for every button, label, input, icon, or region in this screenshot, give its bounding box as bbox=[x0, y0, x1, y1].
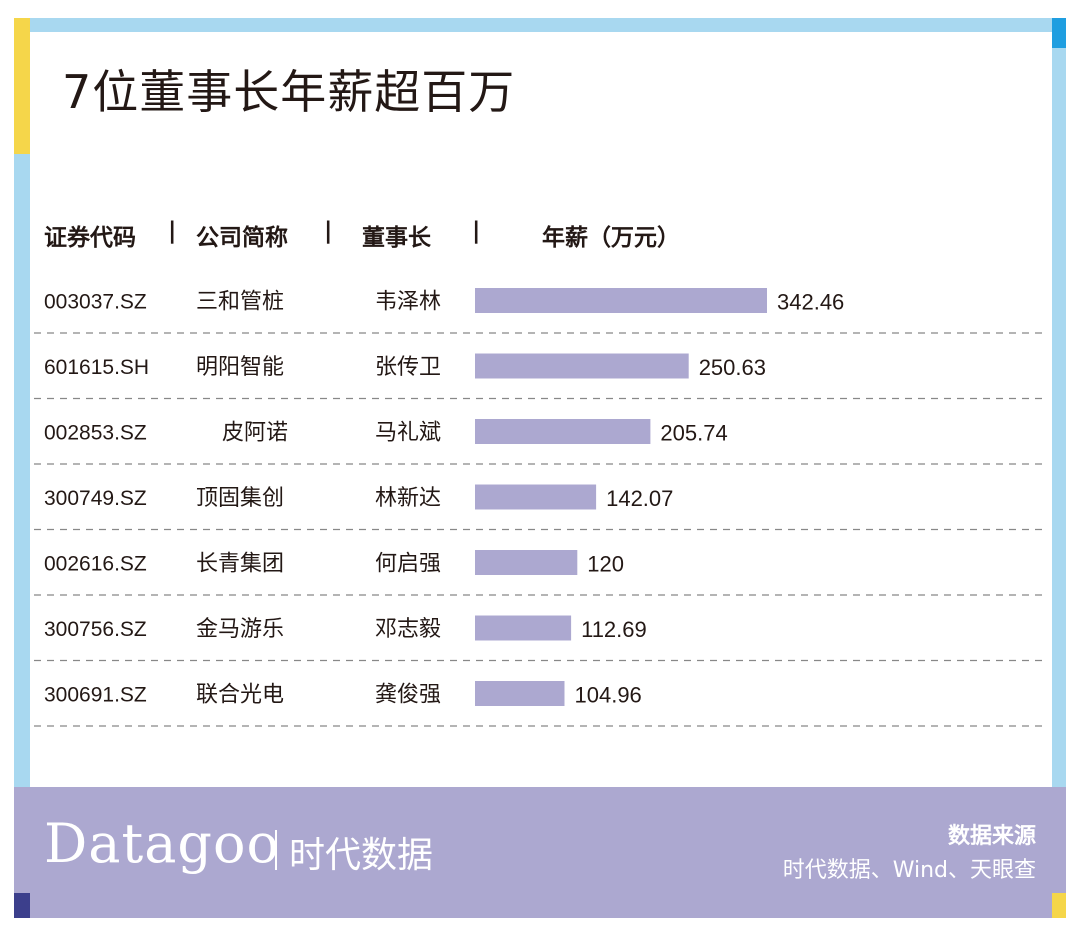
value-label: 250.63 bbox=[699, 355, 766, 380]
accent-blue-right bbox=[1052, 18, 1066, 48]
accent-yellow-right bbox=[1052, 893, 1066, 918]
frame-right-border bbox=[1052, 18, 1066, 918]
code-label: 601615.SH bbox=[44, 356, 149, 379]
code-label: 300756.SZ bbox=[44, 618, 147, 641]
salary-bar bbox=[475, 353, 689, 379]
chairman-label: 张传卫 bbox=[375, 355, 441, 380]
chairman-label: 马礼斌 bbox=[375, 421, 441, 446]
frame-left-border bbox=[14, 18, 30, 918]
source-text: 时代数据、Wind、天眼查 bbox=[782, 858, 1036, 883]
content-panel bbox=[30, 32, 1052, 787]
company-label: 皮阿诺 bbox=[222, 421, 288, 446]
salary-bar bbox=[475, 681, 565, 706]
chairman-label: 邓志毅 bbox=[375, 617, 441, 642]
company-label: 金马游乐 bbox=[196, 617, 284, 642]
page-title: 7位董事长年薪超百万 bbox=[62, 65, 516, 119]
value-label: 112.69 bbox=[581, 617, 647, 642]
salary-bar bbox=[475, 484, 597, 510]
value-label: 205.74 bbox=[660, 421, 727, 446]
salary-bar bbox=[475, 288, 767, 313]
value-label: 120 bbox=[587, 552, 624, 577]
code-label: 300691.SZ bbox=[44, 684, 147, 707]
code-label: 300749.SZ bbox=[44, 487, 147, 510]
header-separator: | bbox=[472, 218, 481, 244]
company-label: 三和管桩 bbox=[196, 290, 284, 315]
header-separator: | bbox=[168, 218, 177, 244]
code-label: 002616.SZ bbox=[44, 553, 147, 576]
logo-cn-text: 时代数据 bbox=[289, 835, 434, 876]
footer-band bbox=[14, 787, 1066, 918]
source-label: 数据来源 bbox=[947, 824, 1036, 849]
salary-bar bbox=[475, 419, 651, 444]
company-label: 长青集团 bbox=[196, 552, 284, 577]
code-label: 003037.SZ bbox=[44, 291, 147, 314]
code-label: 002853.SZ bbox=[44, 422, 147, 445]
header-code: 证券代码 bbox=[44, 225, 136, 251]
value-label: 142.07 bbox=[606, 486, 673, 511]
company-label: 明阳智能 bbox=[196, 355, 284, 380]
salary-bar bbox=[475, 550, 578, 575]
company-label: 顶固集创 bbox=[196, 486, 284, 511]
value-label: 104.96 bbox=[575, 683, 642, 708]
value-label: 342.46 bbox=[777, 290, 844, 315]
datagoo-logo: Datagoo bbox=[44, 812, 280, 875]
company-label: 联合光电 bbox=[196, 683, 284, 708]
logo-divider bbox=[275, 830, 277, 870]
chairman-label: 何启强 bbox=[375, 552, 441, 577]
header-company: 公司简称 bbox=[196, 225, 288, 251]
frame-top-border bbox=[14, 18, 1066, 32]
salary-bar bbox=[475, 615, 572, 641]
header-chairman: 董事长 bbox=[362, 225, 431, 251]
accent-yellow-left bbox=[14, 18, 30, 154]
chairman-label: 龚俊强 bbox=[375, 683, 441, 708]
chairman-label: 韦泽林 bbox=[375, 290, 441, 315]
chairman-label: 林新达 bbox=[375, 486, 441, 511]
accent-navy-left bbox=[14, 893, 30, 918]
header-separator: | bbox=[324, 218, 333, 244]
header-salary: 年薪（万元） bbox=[542, 225, 680, 251]
